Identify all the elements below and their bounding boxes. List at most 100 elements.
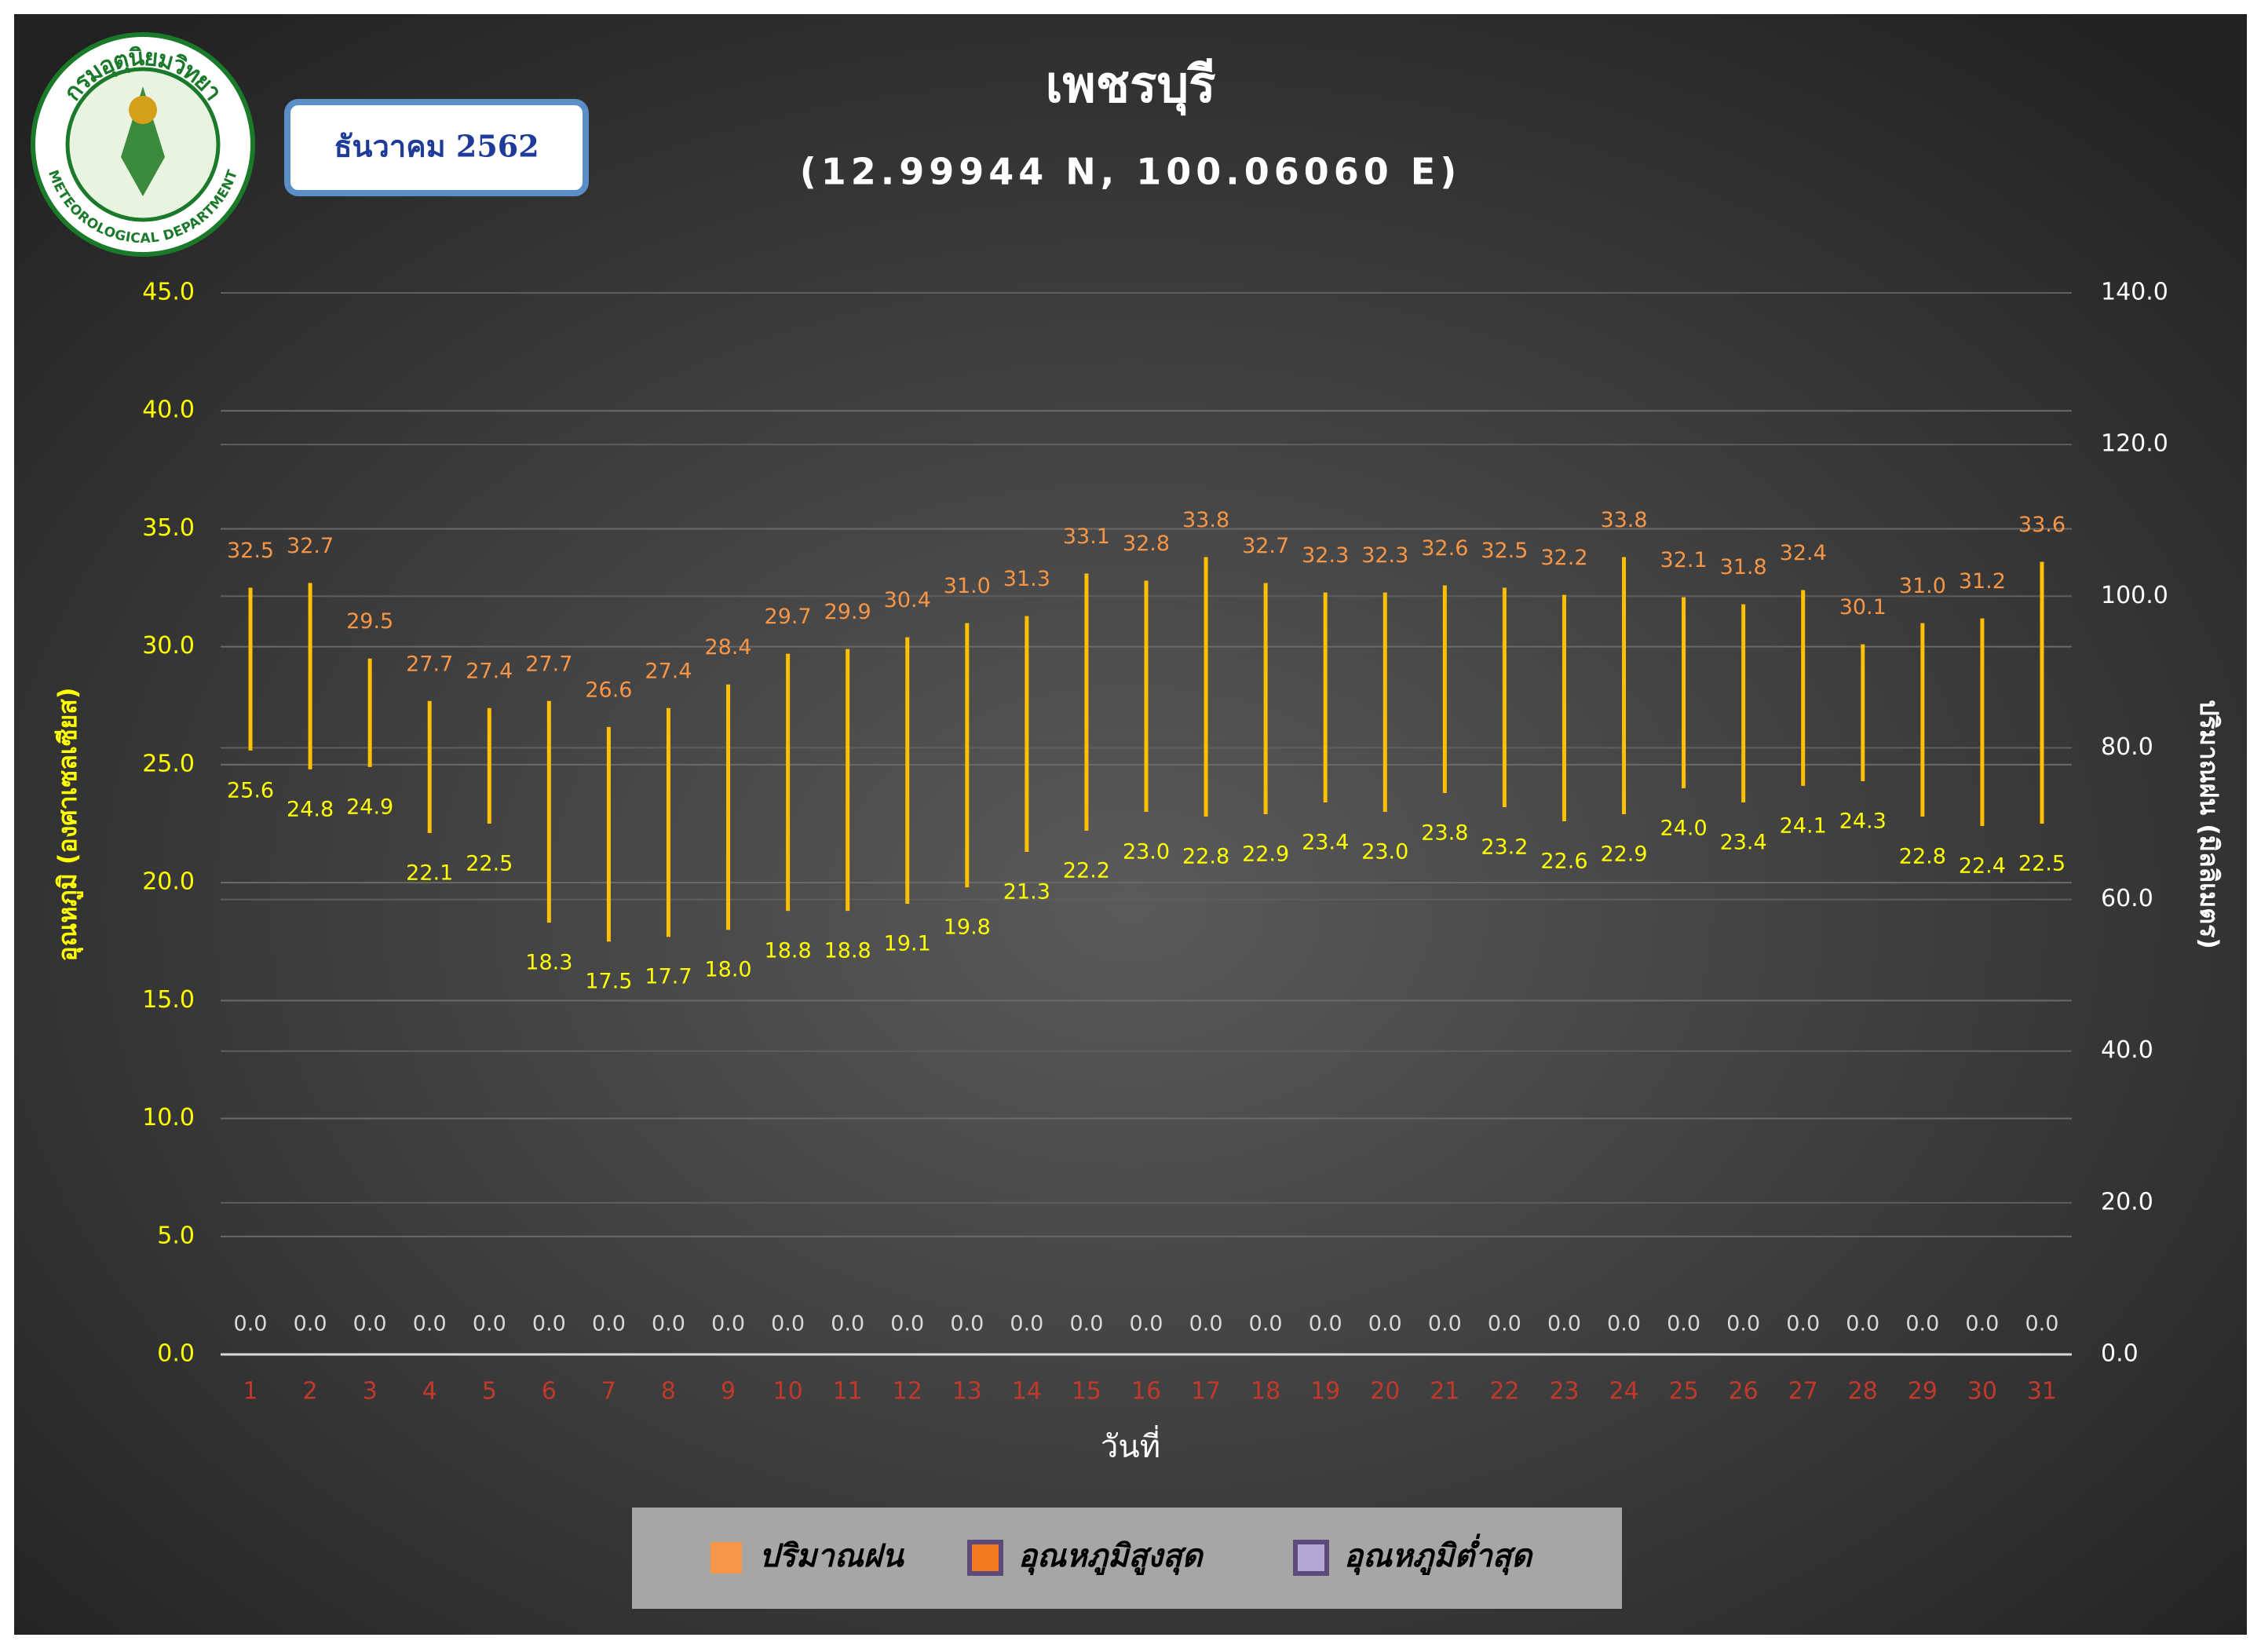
x-tick-label: 9 [721,1378,736,1405]
x-tick-label: 6 [542,1378,557,1405]
min-label: 22.4 [1959,854,2006,879]
x-tick-label: 25 [1668,1378,1698,1405]
y-tick-label: 35.0 [142,514,195,542]
max-label: 32.2 [1540,546,1587,570]
x-tick-label: 12 [893,1378,922,1405]
min-label: 22.8 [1899,844,1946,868]
rain-label: 0.0 [1488,1312,1521,1336]
max-label: 32.5 [1481,539,1528,563]
x-tick-label: 17 [1191,1378,1221,1405]
x-tick-label: 30 [1967,1378,1997,1405]
rain-label: 0.0 [1786,1312,1820,1336]
rain-label: 0.0 [1130,1312,1163,1336]
y-tick-label: 10.0 [142,1104,195,1131]
legend-swatch [967,1540,1003,1576]
min-label: 22.9 [1600,842,1647,866]
max-label: 31.3 [1003,567,1050,591]
x-tick-label: 13 [952,1378,982,1405]
max-label: 27.7 [525,652,572,676]
x-tick-label: 18 [1251,1378,1280,1405]
max-label: 31.0 [1899,574,1946,598]
y2-tick-label: 0.0 [2101,1340,2139,1368]
max-label: 29.5 [346,609,393,634]
max-label: 30.4 [884,588,931,612]
rain-label: 0.0 [532,1312,566,1336]
rain-label: 0.0 [1309,1312,1342,1336]
rain-label: 0.0 [592,1312,626,1336]
legend-swatch [1293,1540,1329,1576]
x-tick-label: 20 [1370,1378,1400,1405]
y-tick-label: 20.0 [142,868,195,896]
rain-label: 0.0 [890,1312,924,1336]
min-label: 18.8 [765,939,812,963]
legend-label: อุณหภูมิต่ำสุด [1344,1533,1533,1576]
min-label: 24.1 [1780,813,1827,838]
min-label: 23.4 [1302,830,1349,854]
x-tick-label: 2 [303,1378,318,1405]
min-label: 23.2 [1481,835,1528,859]
max-label: 32.3 [1361,543,1408,568]
rain-label: 0.0 [1965,1312,1999,1336]
max-label: 30.1 [1839,595,1887,620]
max-label: 27.7 [406,652,453,676]
min-label: 24.8 [287,797,334,821]
x-tick-label: 28 [1848,1378,1878,1405]
rain-label: 0.0 [771,1312,805,1336]
x-tick-label: 29 [1908,1378,1938,1405]
legend-box [632,1508,1622,1609]
max-label: 32.8 [1123,532,1170,556]
x-tick-label: 8 [661,1378,676,1405]
y2-tick-label: 60.0 [2101,885,2153,912]
rain-label: 0.0 [1428,1312,1462,1336]
x-tick-label: 3 [363,1378,378,1405]
min-label: 24.3 [1839,809,1887,833]
x-tick-label: 24 [1609,1378,1638,1405]
max-label: 31.2 [1959,569,2006,594]
x-tick-label: 5 [482,1378,497,1405]
rain-label: 0.0 [831,1312,864,1336]
rain-label: 0.0 [1010,1312,1043,1336]
x-tick-label: 1 [243,1378,258,1405]
max-label: 26.6 [585,678,632,702]
date-badge [284,99,589,196]
max-label: 32.4 [1780,541,1827,565]
max-label: 33.8 [1600,508,1647,532]
rain-label: 0.0 [1846,1312,1879,1336]
y-tick-label: 5.0 [157,1222,195,1249]
x-tick-label: 10 [773,1378,803,1405]
min-label: 22.5 [466,852,513,876]
max-label: 27.4 [645,659,692,683]
rain-label: 0.0 [473,1312,506,1336]
background [14,14,2247,1635]
rain-label: 0.0 [413,1312,447,1336]
date-badge-text: ธันวาคม 2562 [334,129,539,164]
min-label: 17.7 [645,965,692,989]
min-label: 23.0 [1123,839,1170,864]
min-label: 24.9 [346,795,393,819]
max-label: 32.1 [1660,548,1708,572]
rain-label: 0.0 [652,1312,685,1336]
max-label: 32.5 [227,539,274,563]
y2-tick-label: 120.0 [2101,430,2168,458]
y-tick-label: 45.0 [142,279,195,306]
rain-label: 0.0 [711,1312,745,1336]
rain-label: 0.0 [1607,1312,1641,1336]
min-label: 23.8 [1421,821,1468,845]
x-tick-label: 14 [1012,1378,1042,1405]
x-tick-label: 22 [1489,1378,1519,1405]
x-tick-label: 27 [1788,1378,1818,1405]
legend-swatch [710,1542,742,1573]
min-label: 23.4 [1720,830,1767,854]
max-label: 32.3 [1302,543,1349,568]
min-label: 17.5 [585,970,632,994]
x-tick-label: 7 [601,1378,616,1405]
chart-subtitle: (12.99944 N, 100.06060 E) [800,151,1462,193]
min-label: 18.0 [704,958,751,982]
y-tick-label: 30.0 [142,632,195,660]
x-tick-label: 23 [1549,1378,1579,1405]
max-label: 33.1 [1063,524,1110,549]
rain-label: 0.0 [2025,1312,2058,1336]
max-label: 27.4 [466,659,513,683]
max-label: 29.9 [824,600,871,624]
